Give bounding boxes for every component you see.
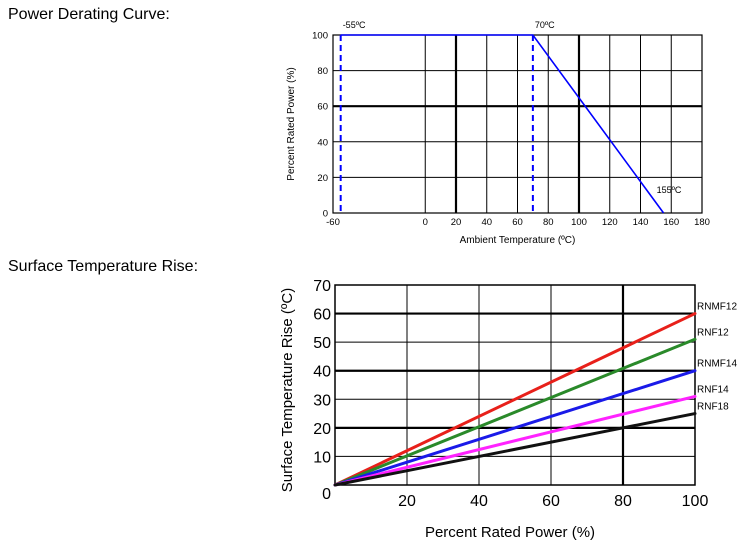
derating-x-tick-label: 160 — [663, 217, 679, 228]
rise-series-label: RNF12 — [697, 327, 729, 338]
derating-y-tick-label: 20 — [317, 173, 328, 184]
rise-y-axis-label: Surface Temperature Rise (ºC) — [279, 288, 296, 492]
rise-series-label: RNF14 — [697, 384, 729, 395]
derating-y-tick-label: 0 — [323, 209, 328, 220]
rise-y-tick-label: 50 — [313, 335, 331, 352]
derating-y-axis-label: Percent Rated Power (%) — [286, 67, 297, 180]
derating-x-tick-label: -60 — [326, 217, 340, 228]
derating-y-tick-label: 40 — [317, 137, 328, 148]
rise-series-label: RNMF14 — [697, 359, 737, 370]
rise-y-tick-label: 20 — [313, 421, 331, 438]
rise-y-tick-label: 30 — [313, 392, 331, 409]
derating-x-tick-label: 0 — [423, 217, 428, 228]
derating-x-tick-label: 180 — [694, 217, 710, 228]
rise-y-tick-label: 0 — [322, 486, 331, 503]
derating-x-tick-label: 20 — [451, 217, 462, 228]
rise-x-tick-label: 20 — [398, 493, 416, 510]
rise-x-axis-label: Percent Rated Power (%) — [425, 524, 595, 541]
derating-x-tick-label: 100 — [571, 217, 587, 228]
rise-x-tick-label: 100 — [682, 493, 709, 510]
rise-plot-frame — [334, 284, 696, 486]
rise-x-tick-label: 80 — [614, 493, 632, 510]
rise-series-line — [333, 312, 697, 487]
rise-series-line — [333, 394, 697, 487]
rise-series-line — [333, 412, 697, 487]
rise-series-line — [333, 369, 697, 487]
derating-y-tick-label: 100 — [312, 31, 328, 42]
derating-x-tick-label: 120 — [602, 217, 618, 228]
derating-x-tick-label: 140 — [633, 217, 649, 228]
derating-y-tick-label: 80 — [317, 66, 328, 77]
rise-y-tick-label: 60 — [313, 307, 331, 324]
derating-section-title: Power Derating Curve: — [8, 6, 170, 23]
derating-marker-label: -55ºC — [343, 20, 366, 30]
rise-x-tick-label: 40 — [470, 493, 488, 510]
rise-y-tick-label: 10 — [313, 449, 331, 466]
rise-y-tick-label: 70 — [313, 278, 331, 295]
rise-x-tick-label: 60 — [542, 493, 560, 510]
derating-curve — [340, 34, 665, 214]
rise-y-tick-label: 40 — [313, 364, 331, 381]
derating-x-tick-label: 40 — [481, 217, 492, 228]
rise-series-line — [333, 337, 697, 487]
rise-section-title: Surface Temperature Rise: — [8, 258, 199, 275]
derating-x-axis-label: Ambient Temperature (ºC) — [460, 235, 576, 246]
rise-series-label: RNF18 — [697, 402, 729, 413]
derating-annotation: 155ºC — [657, 185, 682, 195]
derating-x-tick-label: 80 — [543, 217, 554, 228]
rise-series-label: RNMF12 — [697, 302, 737, 313]
derating-y-tick-label: 60 — [317, 102, 328, 113]
derating-x-tick-label: 60 — [512, 217, 523, 228]
derating-marker-label: 70ºC — [535, 20, 555, 30]
